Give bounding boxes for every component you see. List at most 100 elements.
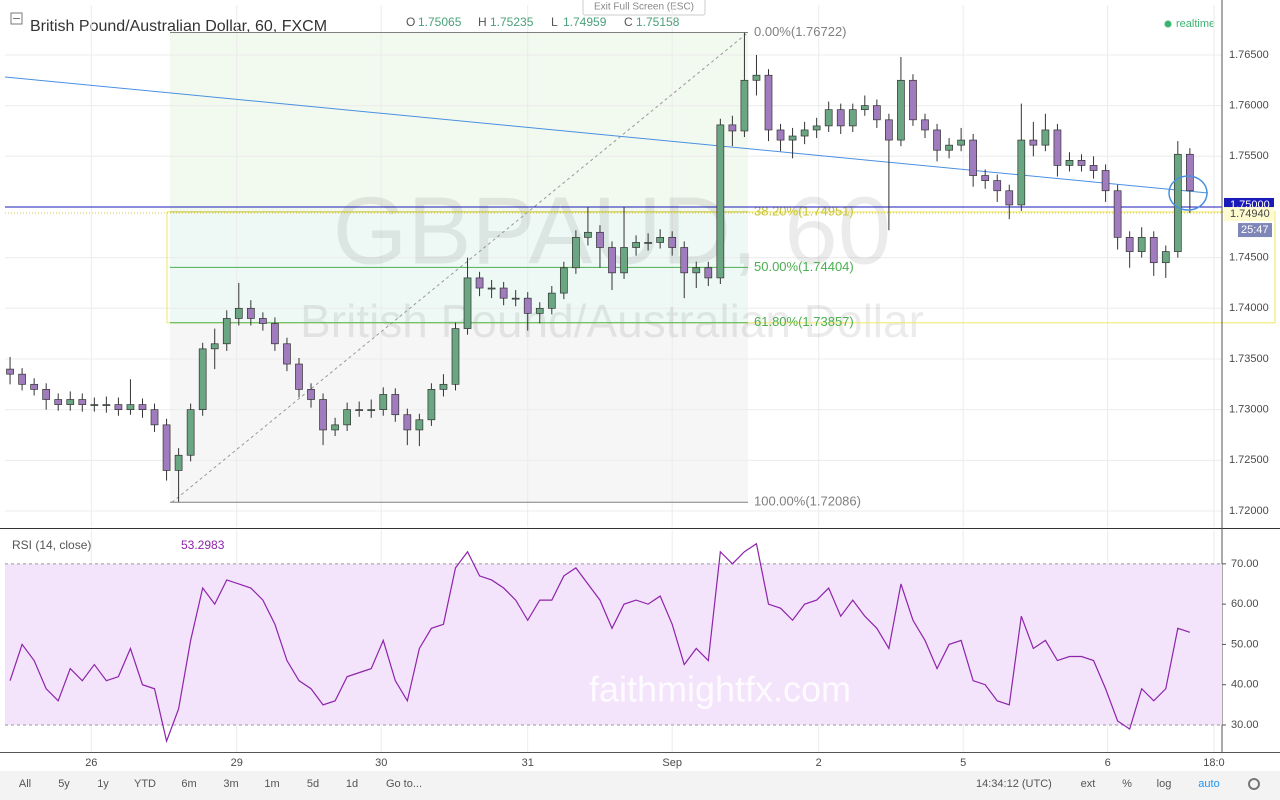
range-button[interactable]: 5y bbox=[58, 778, 70, 790]
range-button[interactable]: 3m bbox=[223, 778, 238, 790]
candle-body bbox=[957, 139, 965, 146]
y-tick-label: 1.73500 bbox=[1229, 353, 1269, 365]
rsi-watermark: faithmightfx.com bbox=[589, 669, 851, 710]
option-button[interactable]: ext bbox=[1081, 778, 1096, 790]
candle-body bbox=[259, 318, 267, 324]
candle-body bbox=[728, 124, 737, 132]
candle-body bbox=[150, 409, 159, 426]
candle-body bbox=[271, 323, 279, 345]
y-tick-label: 1.74000 bbox=[1229, 302, 1269, 314]
candle-body bbox=[632, 242, 640, 248]
realtime-dot bbox=[1164, 20, 1172, 28]
candle-body bbox=[704, 267, 713, 279]
rsi-tick-label: 40.00 bbox=[1231, 679, 1259, 691]
candle-body bbox=[138, 404, 147, 410]
ohlc-key: L bbox=[551, 15, 558, 29]
candle-body bbox=[824, 109, 833, 127]
candle-body bbox=[656, 237, 665, 243]
rsi-title: RSI (14, close) bbox=[12, 538, 91, 552]
candle-body bbox=[1101, 170, 1110, 192]
range-button[interactable]: YTD bbox=[134, 778, 156, 790]
settings-button[interactable] bbox=[1248, 778, 1260, 790]
candle-body bbox=[42, 389, 51, 400]
candle-body bbox=[933, 129, 941, 151]
candle-body bbox=[752, 74, 761, 81]
candle-body bbox=[1029, 139, 1038, 146]
x-tick-label: 18:0 bbox=[1203, 757, 1224, 769]
candle-body bbox=[547, 292, 556, 309]
rsi-last-value: 53.2983 bbox=[181, 538, 225, 552]
candle-body bbox=[391, 394, 400, 416]
option-button[interactable]: % bbox=[1122, 778, 1132, 790]
ohlc-value: 1.75065 bbox=[418, 15, 462, 29]
candle-body bbox=[572, 237, 580, 269]
candle-body bbox=[1077, 160, 1086, 166]
candle-body bbox=[463, 277, 472, 329]
x-tick-label: 2 bbox=[816, 757, 822, 769]
candle-body bbox=[114, 404, 123, 410]
candle-body bbox=[234, 307, 243, 319]
fib-label: 50.00%(1.74404) bbox=[754, 259, 854, 274]
rsi-tick-label: 50.00 bbox=[1231, 638, 1259, 650]
candle-body bbox=[740, 79, 749, 132]
candle-body bbox=[921, 119, 929, 131]
candle-body bbox=[355, 409, 364, 411]
fib-zone bbox=[170, 32, 748, 212]
candle-body bbox=[30, 383, 38, 390]
candle-body bbox=[415, 419, 424, 431]
candle-body bbox=[379, 394, 388, 410]
option-button[interactable]: auto bbox=[1198, 778, 1219, 790]
collapse-box[interactable] bbox=[10, 12, 23, 25]
candle-body bbox=[162, 424, 171, 471]
rsi-tick-label: 70.00 bbox=[1231, 558, 1259, 570]
x-tick-label: 29 bbox=[231, 757, 243, 769]
candle-body bbox=[788, 135, 797, 141]
fib-label: 38.20%(1.74951) bbox=[754, 203, 854, 218]
range-button[interactable]: 1d bbox=[346, 778, 358, 790]
x-tick-label: 30 bbox=[375, 757, 387, 769]
candle-body bbox=[499, 287, 508, 299]
y-tick-label: 1.73000 bbox=[1229, 404, 1269, 416]
candle-body bbox=[812, 125, 821, 131]
countdown-label: 25:47 bbox=[1241, 224, 1269, 236]
candle-body bbox=[246, 307, 255, 319]
candle-body bbox=[668, 237, 677, 248]
candle-body bbox=[427, 389, 436, 421]
candle-body bbox=[1005, 190, 1014, 206]
candle-body bbox=[210, 343, 219, 350]
countdown-box bbox=[1238, 223, 1272, 238]
fib-label: 100.00%(1.72086) bbox=[754, 494, 861, 509]
candle-body bbox=[511, 297, 520, 300]
range-button[interactable]: 6m bbox=[181, 778, 196, 790]
range-button[interactable]: All bbox=[19, 778, 31, 790]
ohlc-key: C bbox=[624, 15, 633, 29]
candle-body bbox=[307, 389, 315, 400]
chart-title: British Pound/Australian Dollar, 60, FXC… bbox=[30, 18, 327, 35]
range-button[interactable]: 5d bbox=[307, 778, 319, 790]
x-tick-label: 26 bbox=[85, 757, 97, 769]
candle-body bbox=[535, 307, 544, 314]
candle-body bbox=[186, 409, 195, 456]
range-button[interactable]: Go to... bbox=[386, 778, 422, 790]
candle-body bbox=[90, 404, 99, 406]
candle-body bbox=[222, 318, 231, 345]
range-button[interactable]: 1m bbox=[264, 778, 279, 790]
y-tick-label: 1.76000 bbox=[1229, 100, 1269, 112]
exit-fullscreen-button[interactable] bbox=[582, 0, 706, 16]
toolbar bbox=[0, 771, 1280, 800]
candle-body bbox=[1149, 237, 1158, 264]
candle-body bbox=[776, 129, 785, 141]
option-button[interactable]: log bbox=[1157, 778, 1172, 790]
candle-body bbox=[439, 383, 448, 390]
y-tick-label: 1.75500 bbox=[1229, 150, 1269, 162]
candle-body bbox=[343, 409, 351, 426]
candle-body bbox=[584, 231, 592, 238]
range-button[interactable]: 1y bbox=[97, 778, 109, 790]
candle-body bbox=[367, 409, 376, 411]
x-tick-label: 5 bbox=[960, 757, 966, 769]
clock: 14:34:12 (UTC) bbox=[976, 778, 1052, 790]
candle-body bbox=[620, 247, 628, 274]
fib-trend bbox=[171, 32, 749, 503]
candle-body bbox=[836, 109, 845, 127]
price-marker-label: 1.74940 bbox=[1230, 208, 1270, 220]
